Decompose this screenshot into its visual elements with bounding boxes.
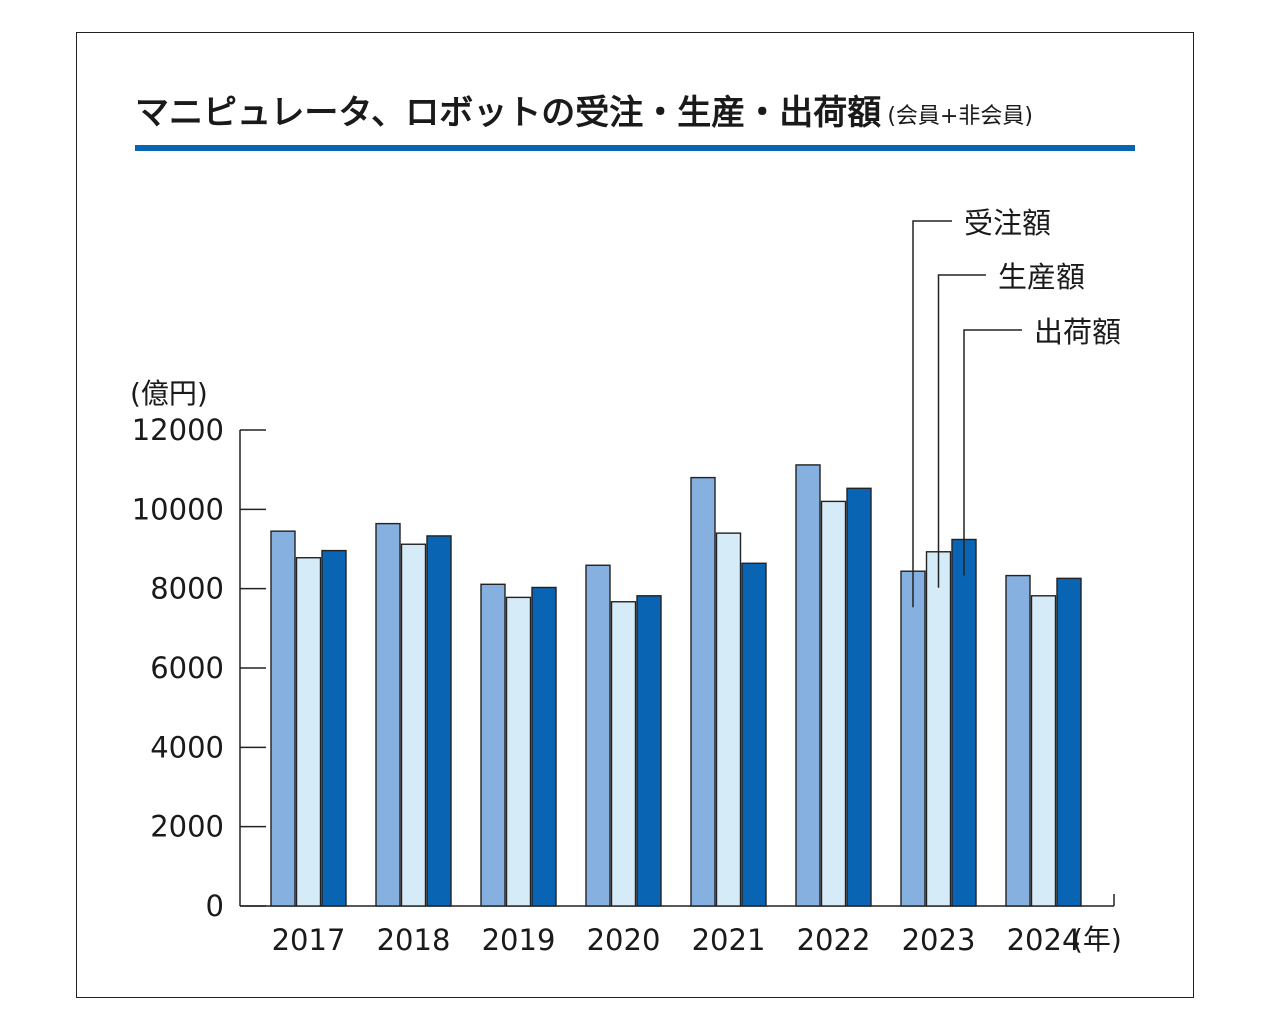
bar xyxy=(690,476,716,907)
bar xyxy=(636,595,662,907)
y-tick-label: 10000 xyxy=(132,492,224,526)
bar xyxy=(480,583,506,907)
bar xyxy=(795,464,821,907)
x-tick-label: 2023 xyxy=(902,923,976,957)
y-tick-label: 8000 xyxy=(150,572,224,606)
legend-leader-line xyxy=(963,329,1022,576)
bar xyxy=(610,601,637,907)
y-tick-label: 6000 xyxy=(150,651,224,685)
bar xyxy=(1056,577,1082,907)
x-tick-label: 2019 xyxy=(482,923,556,957)
x-tick-label: 2024 xyxy=(1007,923,1081,957)
chart-title: マニピュレータ、ロボットの受注・生産・出荷額 xyxy=(135,93,882,133)
bar xyxy=(585,564,611,907)
bar xyxy=(1005,574,1031,907)
bar xyxy=(925,551,952,907)
x-axis-unit: (年) xyxy=(1072,923,1122,956)
x-tick-label: 2021 xyxy=(692,923,766,957)
x-tick-label: 2020 xyxy=(587,923,661,957)
bar xyxy=(295,557,322,907)
bar xyxy=(321,549,347,907)
bar xyxy=(820,500,847,907)
bar xyxy=(375,522,401,907)
legend-label: 受注額 xyxy=(964,206,1051,240)
y-tick-label: 2000 xyxy=(150,810,224,844)
chart-frame xyxy=(76,32,1194,998)
bar xyxy=(715,532,742,907)
bar xyxy=(426,535,452,907)
y-axis-unit: (億円) xyxy=(130,377,208,410)
bar xyxy=(1030,595,1057,907)
legend-label: 出荷額 xyxy=(1034,315,1121,349)
x-tick-label: 2017 xyxy=(272,923,346,957)
legend-leader-line xyxy=(937,274,986,588)
legend-leader-line xyxy=(912,220,952,608)
x-tick-label: 2018 xyxy=(377,923,451,957)
y-tick-label: 12000 xyxy=(132,413,224,447)
bar xyxy=(900,570,926,907)
bar xyxy=(951,538,977,907)
bar xyxy=(846,487,872,907)
title-underline xyxy=(135,145,1135,151)
x-tick-label: 2022 xyxy=(797,923,871,957)
bar xyxy=(270,530,296,907)
legend-label: 生産額 xyxy=(998,260,1085,294)
bar xyxy=(741,562,767,907)
chart-subtitle: (会員+非会員) xyxy=(887,104,1033,129)
bar xyxy=(400,543,427,907)
chart-title-row: マニピュレータ、ロボットの受注・生産・出荷額 (会員+非会員) xyxy=(135,84,1033,134)
y-tick-label: 0 xyxy=(206,889,224,923)
bar xyxy=(505,596,532,907)
bar xyxy=(531,586,557,907)
y-tick-label: 4000 xyxy=(150,730,224,764)
